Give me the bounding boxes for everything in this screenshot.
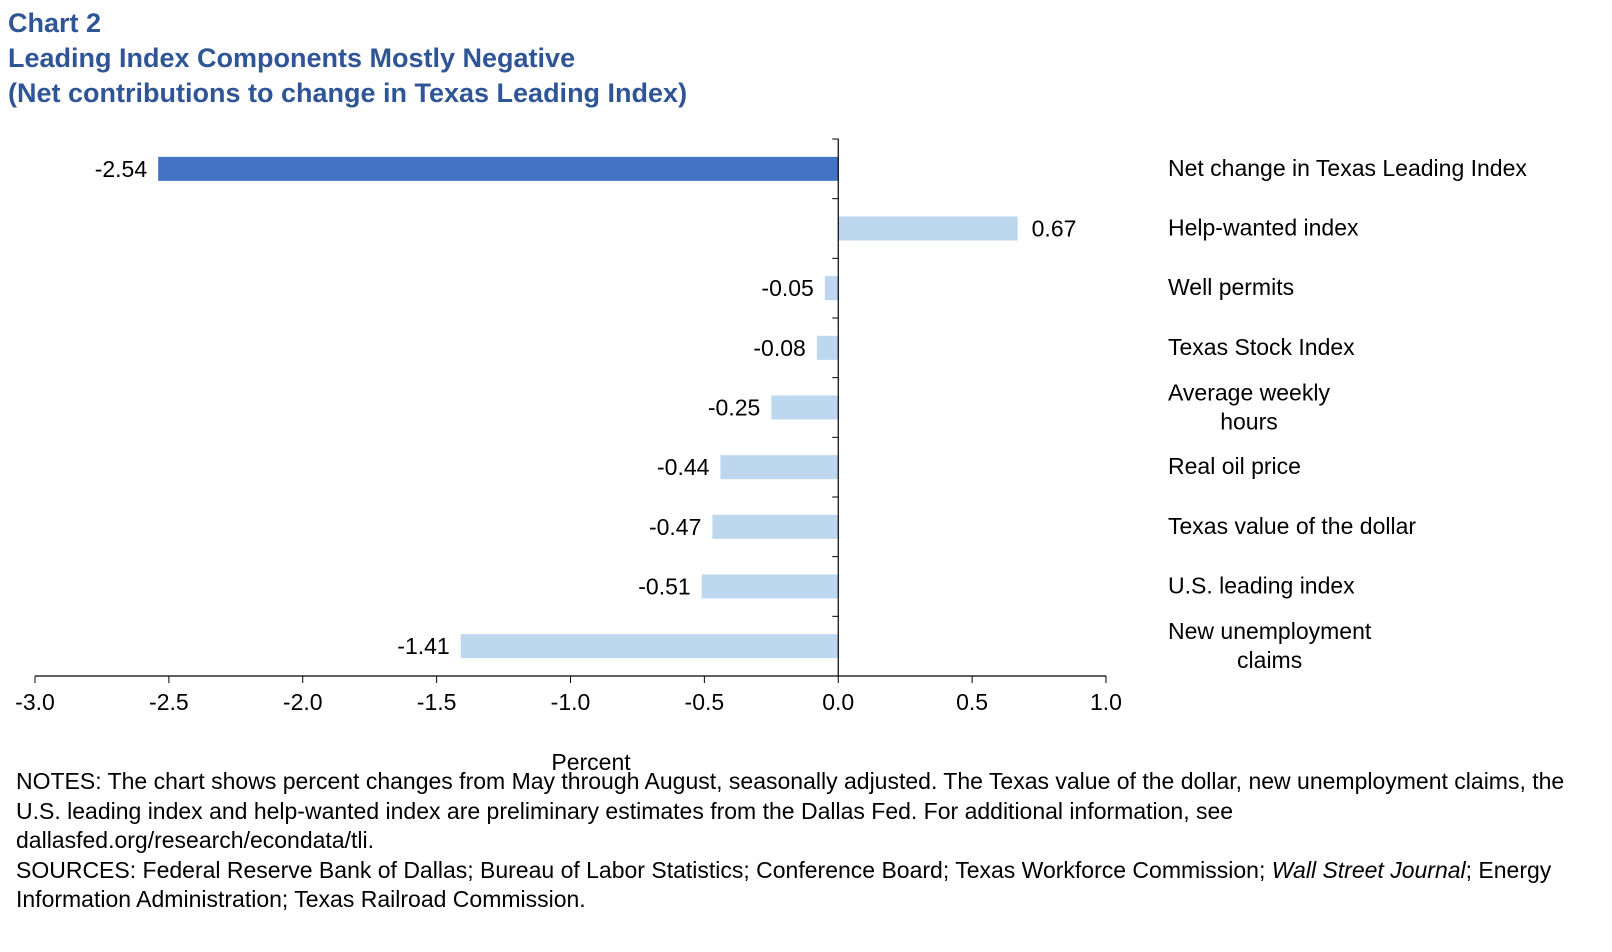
bars-layer xyxy=(158,156,1018,659)
bar-chart: -2.54 Net change in Texas Leading Index 0.… xyxy=(15,138,1527,770)
category-label-3: Texas Stock Index xyxy=(1168,334,1355,360)
data-label-3: -0.08 xyxy=(753,335,805,361)
data-label-7: -0.51 xyxy=(638,574,690,600)
x-tick-label-6: 0.0 xyxy=(822,689,854,715)
data-label-2: -0.05 xyxy=(761,275,813,301)
notes-text: NOTES: The chart shows percent changes f… xyxy=(16,768,1565,853)
data-label-5: -0.44 xyxy=(657,454,710,480)
x-axis-title: Percent xyxy=(551,749,631,770)
category-label-8-line-2: claims xyxy=(1237,647,1302,673)
bar-2 xyxy=(824,276,839,301)
bar-3 xyxy=(816,335,839,360)
x-tick-label-5: -0.5 xyxy=(685,689,725,715)
bar-5 xyxy=(720,455,839,480)
chart-number: Chart 2 xyxy=(8,8,102,38)
sources-italic: Wall Street Journal xyxy=(1271,856,1466,883)
category-label-2: Well permits xyxy=(1168,274,1294,300)
data-label-6: -0.47 xyxy=(649,514,701,540)
x-tick-label-4: -1.0 xyxy=(551,689,591,715)
bar-8 xyxy=(460,634,839,659)
x-tick-label-3: -1.5 xyxy=(417,689,457,715)
x-tick-label-0: -3.0 xyxy=(15,689,55,715)
x-tick-label-8: 1.0 xyxy=(1090,689,1122,715)
category-label-8: New unemployment claims xyxy=(1168,618,1372,673)
category-label-1: Help-wanted index xyxy=(1168,215,1359,241)
bar-4 xyxy=(771,395,839,420)
sources-prefix: SOURCES: Federal Reserve Bank of Dallas;… xyxy=(16,856,1272,883)
bar-7 xyxy=(701,574,839,599)
chart-title-block: Chart 2 Leading Index Components Mostly … xyxy=(8,6,687,111)
data-label-4: -0.25 xyxy=(708,395,760,421)
x-tick-label-1: -2.5 xyxy=(149,689,189,715)
x-tick-label-2: -2.0 xyxy=(283,689,323,715)
sources-suffix: ; Energy Information Administration; Tex… xyxy=(16,856,1552,913)
category-label-0: Net change in Texas Leading Index xyxy=(1168,155,1527,181)
bar-1 xyxy=(838,216,1018,241)
notes-block: NOTES: The chart shows percent changes f… xyxy=(16,767,1596,915)
chart-subtitle: (Net contributions to change in Texas Le… xyxy=(8,78,688,108)
category-label-4-line-2: hours xyxy=(1220,409,1278,435)
category-label-7: U.S. leading index xyxy=(1168,573,1355,599)
sources-text: SOURCES: Federal Reserve Bank of Dallas;… xyxy=(16,856,1596,915)
category-label-6: Texas value of the dollar xyxy=(1168,513,1416,539)
data-label-0: -2.54 xyxy=(95,156,148,182)
chart-title: Leading Index Components Mostly Negative xyxy=(8,43,576,73)
category-label-4: Average weekly hours xyxy=(1168,380,1330,435)
category-label-5: Real oil price xyxy=(1168,453,1301,479)
category-label-8-line-1: New unemployment xyxy=(1168,618,1372,644)
labels-layer: -2.54 Net change in Texas Leading Index 0.… xyxy=(15,155,1527,715)
axis-layer xyxy=(34,138,1107,683)
x-tick-label-7: 0.5 xyxy=(956,689,988,715)
category-label-4-line-1: Average weekly xyxy=(1168,380,1330,406)
data-label-1: 0.67 xyxy=(1032,216,1077,242)
bar-6 xyxy=(712,514,839,539)
bar-0 xyxy=(158,156,839,181)
data-label-8: -1.41 xyxy=(397,633,449,659)
